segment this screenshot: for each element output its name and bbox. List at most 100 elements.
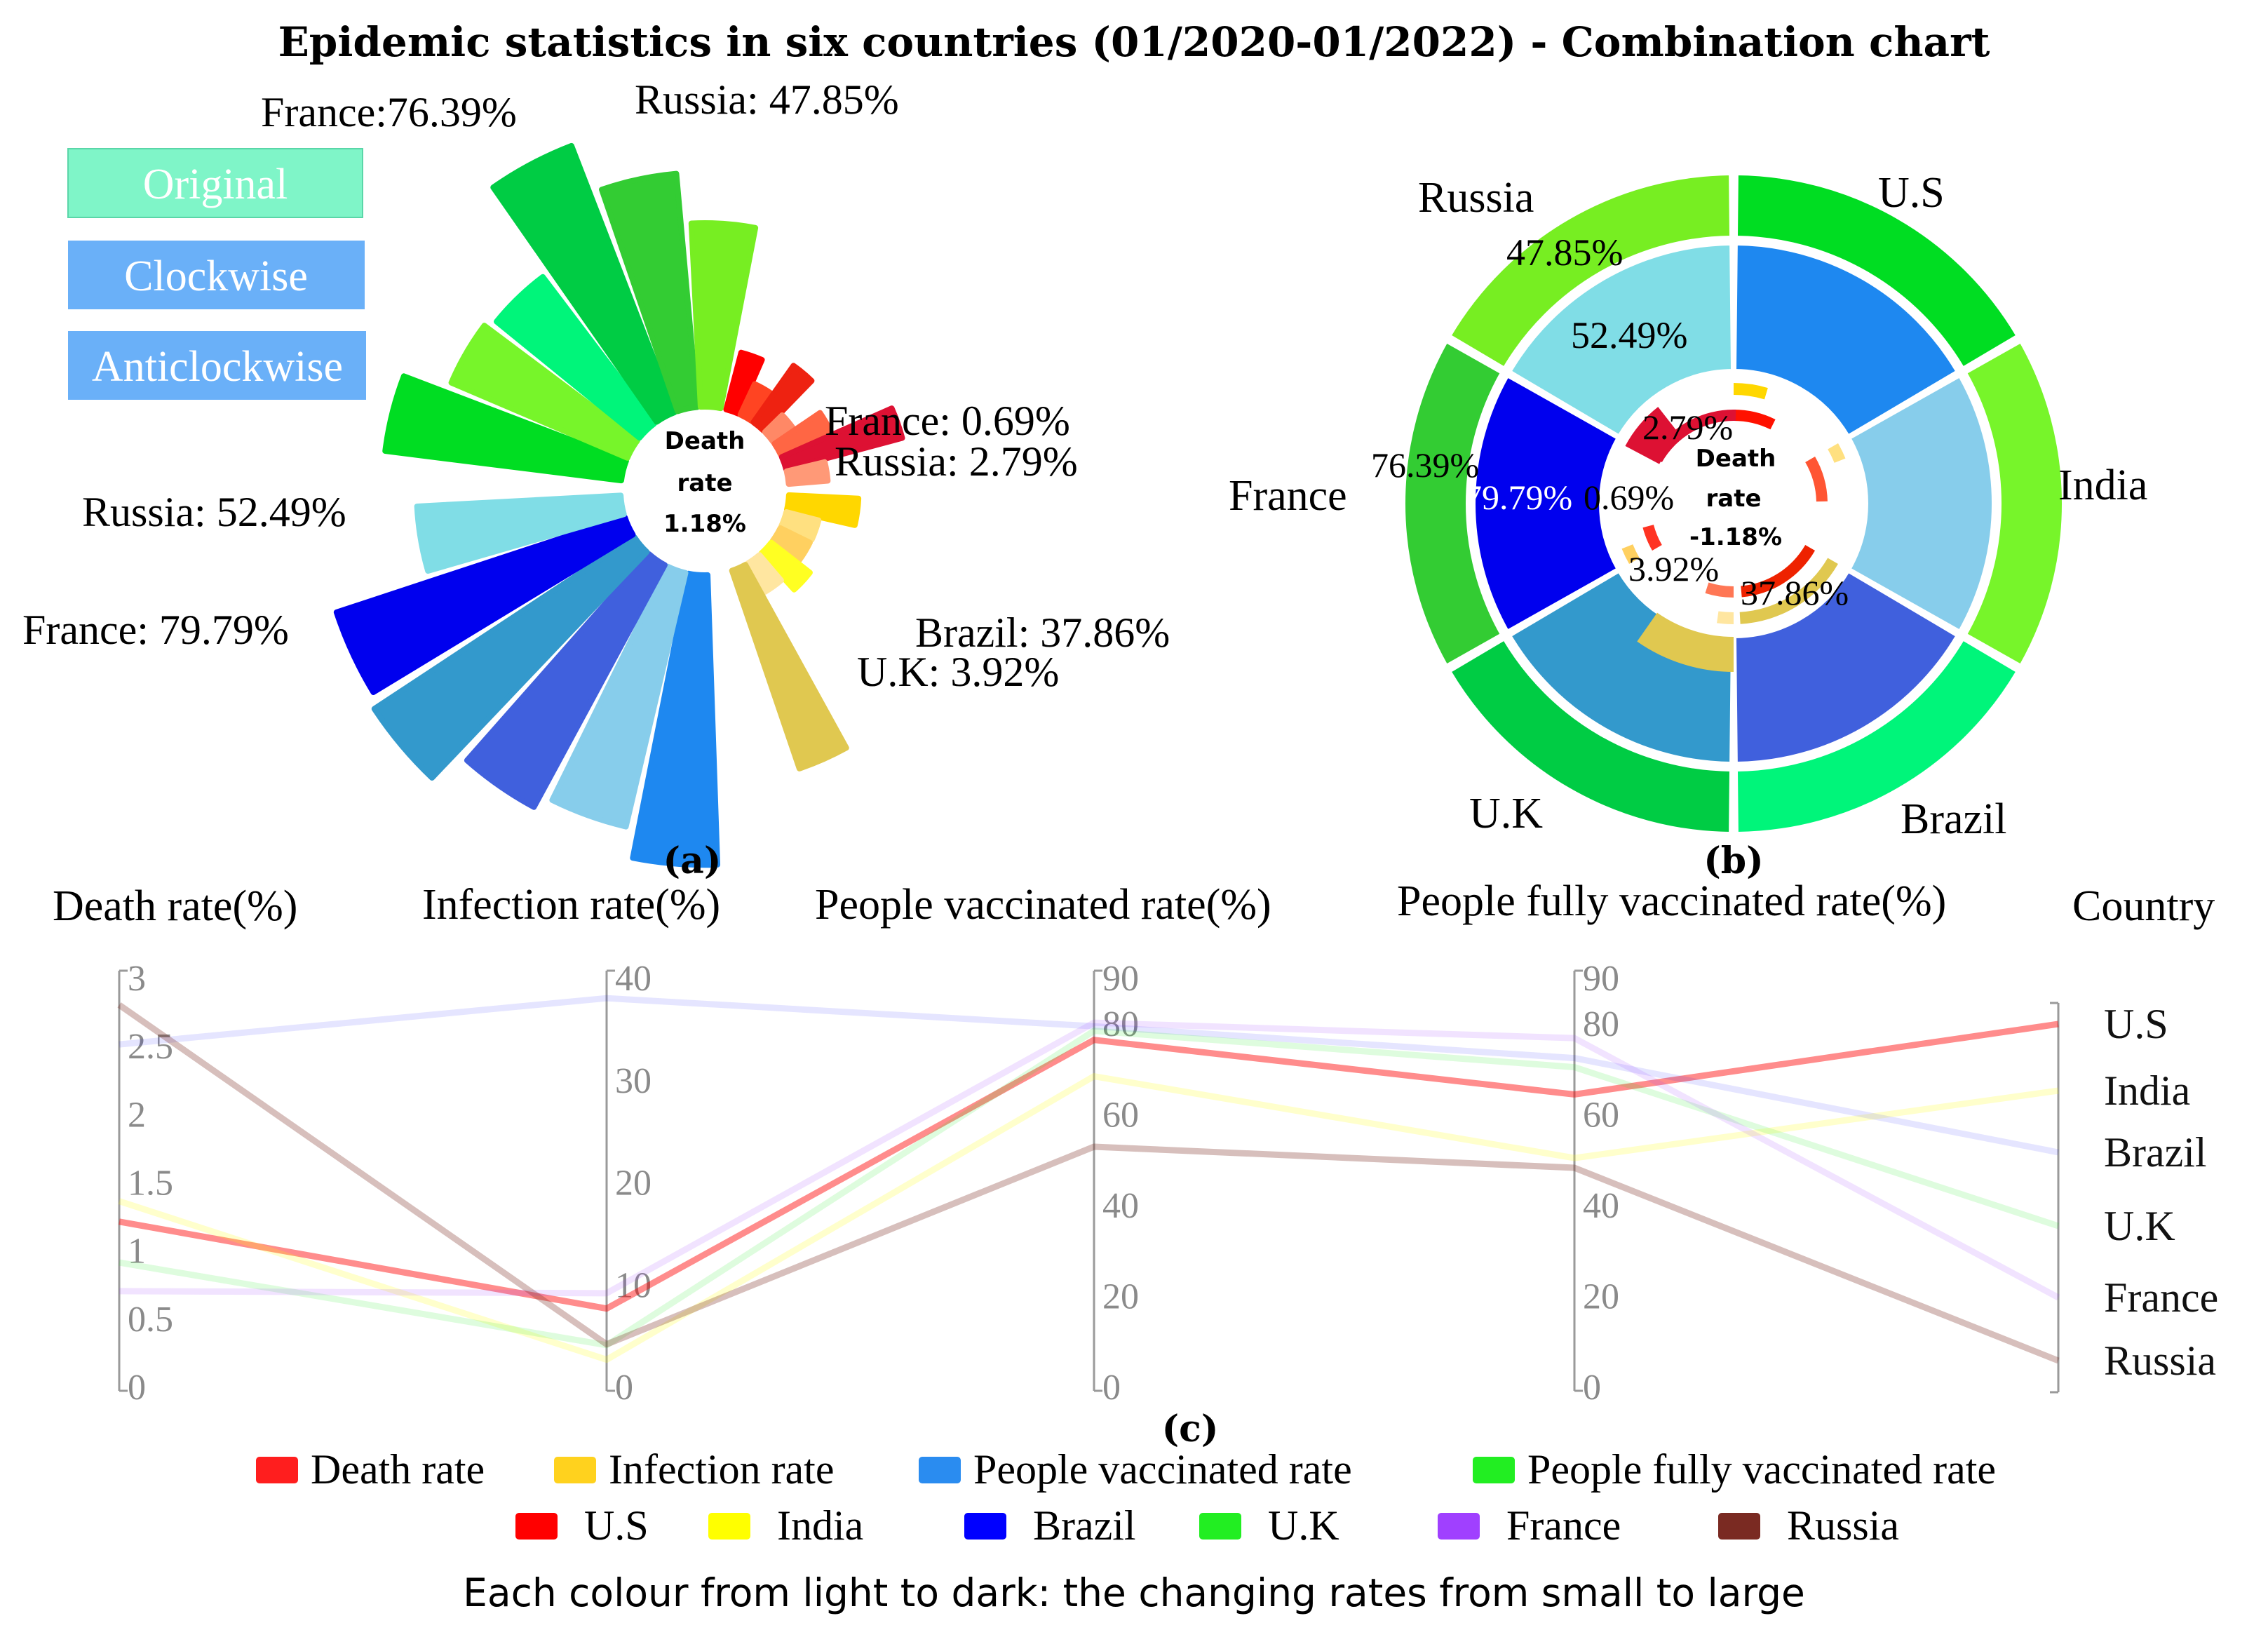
legend-note: Each colour from light to dark: the chan… bbox=[463, 1570, 1805, 1615]
ring-segment-people-vaccinated-rate-0 bbox=[1733, 242, 1959, 438]
country-label-russia: Russia bbox=[1418, 174, 1534, 222]
panel-b: U.S India Brazil U.K France Russia 47.85… bbox=[1229, 169, 2147, 882]
tick-label-0-1: 0.5 bbox=[128, 1300, 173, 1340]
legend-country-label-4: France bbox=[1506, 1502, 1621, 1549]
panel-b-center-line1: Death bbox=[1696, 445, 1776, 473]
legend-label-2: People vaccinated rate bbox=[973, 1446, 1352, 1493]
tick-label-3-2: 40 bbox=[1583, 1186, 1619, 1226]
polar-bar-people-fully-vaccinated-rate-0 bbox=[382, 373, 629, 484]
legend-label-0: Death rate bbox=[311, 1446, 485, 1493]
ring-segment-people-vaccinated-rate-4 bbox=[1472, 374, 1620, 633]
tick-label-0-5: 2.5 bbox=[128, 1027, 173, 1067]
country-tick-4: France bbox=[2104, 1274, 2218, 1321]
legend-country-swatch-2 bbox=[964, 1513, 1006, 1540]
legend-country-swatch-3 bbox=[1199, 1513, 1241, 1540]
tick-label-2-2: 40 bbox=[1102, 1186, 1139, 1226]
ring-segment-people-fully-vaccinated-rate-1 bbox=[1964, 339, 2065, 668]
tick-label-2-0: 0 bbox=[1102, 1368, 1121, 1408]
tick-label-1-0: 0 bbox=[615, 1368, 633, 1408]
death-arc-3 bbox=[1705, 582, 1734, 598]
series-line-india bbox=[118, 1073, 2059, 1363]
infection-arc-3 bbox=[1717, 611, 1734, 624]
tick-label-1-3: 30 bbox=[615, 1061, 652, 1101]
country-label-us: U.S bbox=[1878, 169, 1945, 217]
annotation-russia-vacc: Russia: 52.49% bbox=[82, 489, 346, 535]
panel-a-label: (a) bbox=[663, 840, 722, 882]
tick-label-0-0: 0 bbox=[128, 1368, 146, 1408]
country-label-india: India bbox=[2058, 462, 2147, 509]
series-line-france bbox=[119, 1019, 2060, 1300]
ring-segment-people-fully-vaccinated-rate-2 bbox=[1734, 637, 2020, 835]
annotation-france-death: France: 0.69% bbox=[825, 398, 1070, 444]
annotation-russia-fully: Russia: 47.85% bbox=[635, 76, 899, 123]
ring-segment-people-fully-vaccinated-rate-0 bbox=[1734, 173, 2020, 370]
tick-label-2-4: 80 bbox=[1102, 1004, 1139, 1044]
polar-bar-people-fully-vaccinated-rate-3 bbox=[490, 142, 677, 425]
panel-c: Death rate(%) Infection rate(%) People v… bbox=[53, 877, 2218, 1450]
tick-label-3-0: 0 bbox=[1583, 1368, 1601, 1408]
legend-swatch-2 bbox=[919, 1457, 961, 1483]
tick-label-0-2: 1 bbox=[128, 1232, 146, 1272]
brazil-infection-wedge bbox=[1637, 612, 1734, 672]
original-button[interactable]: Original bbox=[67, 148, 363, 218]
polar-bar-people-fully-vaccinated-rate-2 bbox=[494, 274, 657, 441]
tick-label-0-3: 1.5 bbox=[128, 1164, 173, 1204]
panel-a: Original Clockwise Anticlockwise Death r… bbox=[22, 76, 1170, 882]
polar-bar-people-vaccinated-rate-0 bbox=[630, 570, 721, 868]
ring-segment-people-fully-vaccinated-rate-3 bbox=[1447, 637, 1733, 835]
death-arc-5 bbox=[1652, 410, 1736, 462]
anticlockwise-button[interactable]: Anticlockwise bbox=[68, 331, 366, 400]
legend-country-label-0: U.S bbox=[584, 1502, 649, 1549]
country-tick-2: Brazil bbox=[2104, 1129, 2207, 1175]
series-line-brazil bbox=[119, 995, 2059, 1156]
axis-title-death: Death rate(%) bbox=[53, 882, 297, 930]
tick-label-1-2: 20 bbox=[615, 1164, 652, 1204]
parallel-coordinates-plot: 00.511.522.53010203040020406080900204060… bbox=[117, 959, 2218, 1408]
polar-bar-people-vaccinated-rate-1 bbox=[549, 563, 689, 830]
legend-country-swatch-5 bbox=[1718, 1513, 1760, 1540]
tick-label-0-4: 2 bbox=[128, 1095, 146, 1135]
legend-label-1: Infection rate bbox=[609, 1446, 834, 1493]
axis-title-country: Country bbox=[2072, 882, 2215, 930]
ring-segment-people-vaccinated-rate-2 bbox=[1733, 569, 1959, 765]
ring-segment-people-vaccinated-rate-3 bbox=[1508, 569, 1734, 765]
legend-label-3: People fully vaccinated rate bbox=[1527, 1446, 1996, 1493]
annotation-uk-infection: U.K: 3.92% bbox=[857, 649, 1059, 695]
axis-title-fully: People fully vaccinated rate(%) bbox=[1397, 877, 1946, 925]
infection-arc-4 bbox=[1621, 544, 1640, 564]
anticlockwise-button-label: Anticlockwise bbox=[92, 343, 343, 391]
death-arc-0 bbox=[1734, 410, 1776, 430]
country-label-brazil: Brazil bbox=[1901, 795, 2007, 843]
tick-label-1-1: 10 bbox=[615, 1265, 652, 1305]
annotation-russia-death: Russia: 2.79% bbox=[835, 438, 1078, 485]
ring-label-death-france: 0.69% bbox=[1584, 478, 1674, 517]
axis-title-vaccinated: People vaccinated rate(%) bbox=[815, 881, 1271, 929]
legend-country-swatch-4 bbox=[1438, 1513, 1480, 1540]
tick-label-3-1: 20 bbox=[1583, 1276, 1619, 1316]
legend-swatch-0 bbox=[256, 1457, 298, 1483]
ring-label-infection-uk: 3.92% bbox=[1628, 549, 1719, 588]
legend-swatch-1 bbox=[554, 1457, 596, 1483]
polar-bar-people-vaccinated-rate-2 bbox=[464, 551, 668, 810]
polar-bar-people-vaccinated-rate-5 bbox=[414, 492, 627, 574]
legend-country-label-3: U.K bbox=[1268, 1502, 1339, 1549]
annotation-france-fully: France:76.39% bbox=[261, 89, 517, 135]
legend-country-swatch-1 bbox=[708, 1513, 750, 1540]
series-line-uk bbox=[119, 1028, 2060, 1349]
tick-label-3-3: 60 bbox=[1583, 1095, 1619, 1135]
tick-label-2-1: 20 bbox=[1102, 1276, 1139, 1316]
panel-b-center-line3: -1.18% bbox=[1689, 523, 1782, 551]
polar-bar-death-rate-6 bbox=[783, 459, 831, 487]
clockwise-button[interactable]: Clockwise bbox=[68, 241, 365, 309]
tick-label-2-3: 60 bbox=[1102, 1095, 1139, 1135]
original-button-label: Original bbox=[143, 161, 288, 208]
series-line-russia bbox=[117, 1002, 2060, 1364]
tick-label-1-4: 40 bbox=[615, 959, 652, 999]
panel-b-center-line2: rate bbox=[1706, 485, 1761, 513]
country-tick-5: Russia bbox=[2104, 1338, 2216, 1384]
ring-label-france-fully: 76.39% bbox=[1371, 445, 1479, 485]
country-label-france: France bbox=[1229, 472, 1347, 520]
legend-country-label-2: Brazil bbox=[1033, 1502, 1136, 1549]
axis-title-infection: Infection rate(%) bbox=[422, 881, 720, 929]
